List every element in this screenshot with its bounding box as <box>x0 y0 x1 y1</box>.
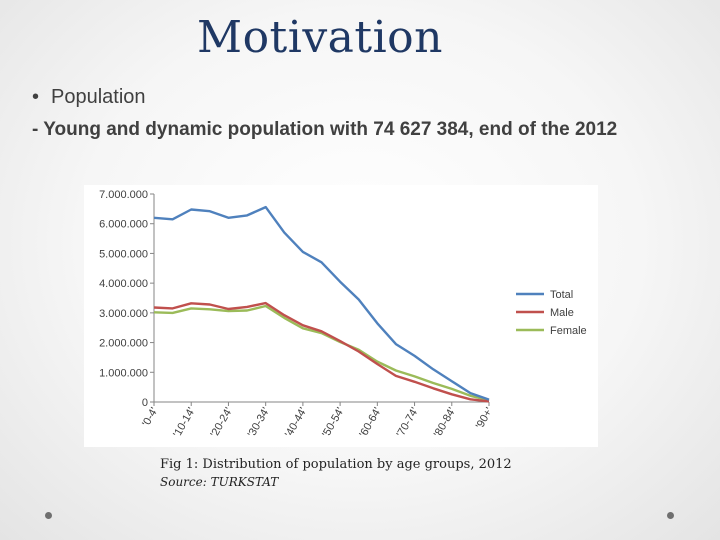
x-tick-label: '90+' <box>474 406 496 432</box>
x-tick-label: '0-4' <box>140 406 160 429</box>
population-chart: 0 1.000.000 2.000.000 3.000.000 4.000.000 5.0… <box>84 185 598 447</box>
y-tick-label: 2.000.000 <box>99 338 148 350</box>
y-tick-label: 7.000.000 <box>99 189 148 201</box>
y-tick-label: 0 <box>142 397 148 409</box>
series-line-total <box>153 205 490 401</box>
bottom-right-dot <box>667 512 674 519</box>
y-tick-label: 3.000.000 <box>99 308 148 320</box>
x-tick-label: '60-64' <box>357 406 384 440</box>
y-tick-label: 5.000.000 <box>99 248 148 260</box>
legend-label-female: Female <box>550 325 587 337</box>
slide-title: Motivation <box>197 12 443 63</box>
x-tick-label: '70-74' <box>395 406 422 440</box>
population-summary: - Young and dynamic population with 74 6… <box>32 119 618 140</box>
x-tick-label: '50-54' <box>320 406 347 440</box>
series-line-female <box>153 304 490 402</box>
series-line-male <box>153 301 490 403</box>
x-tick-label: '20-24' <box>208 406 235 440</box>
y-tick-label: 1.000.000 <box>99 367 148 379</box>
y-tick-label: 4.000.000 <box>99 278 148 290</box>
legend-label-total: Total <box>550 289 573 301</box>
bullet-label: Population <box>51 86 146 108</box>
x-tick-label: '30-34' <box>246 406 273 440</box>
x-tick-label: '10-14' <box>171 406 198 440</box>
chart-svg: 0 1.000.000 2.000.000 3.000.000 4.000.000 5.0… <box>99 189 587 440</box>
figure-caption: Fig 1: Distribution of population by age… <box>160 457 512 472</box>
y-tick-label: 6.000.000 <box>99 219 148 231</box>
bullet-item: • Population <box>32 86 146 109</box>
bottom-left-dot <box>45 512 52 519</box>
legend-label-male: Male <box>550 307 574 319</box>
figure-source: Source: TURKSTAT <box>160 475 279 489</box>
x-tick-label: '80-84' <box>432 406 459 440</box>
x-tick-label: '40-44' <box>283 406 310 440</box>
bullet-icon: • <box>32 86 40 108</box>
